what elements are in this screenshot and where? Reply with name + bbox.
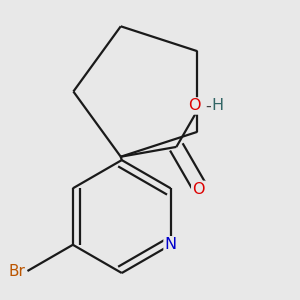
Text: O: O — [188, 98, 201, 113]
Text: O: O — [192, 182, 205, 197]
Text: N: N — [165, 237, 177, 252]
Text: H: H — [212, 98, 224, 113]
Text: Br: Br — [9, 263, 26, 278]
Text: -: - — [205, 98, 211, 113]
